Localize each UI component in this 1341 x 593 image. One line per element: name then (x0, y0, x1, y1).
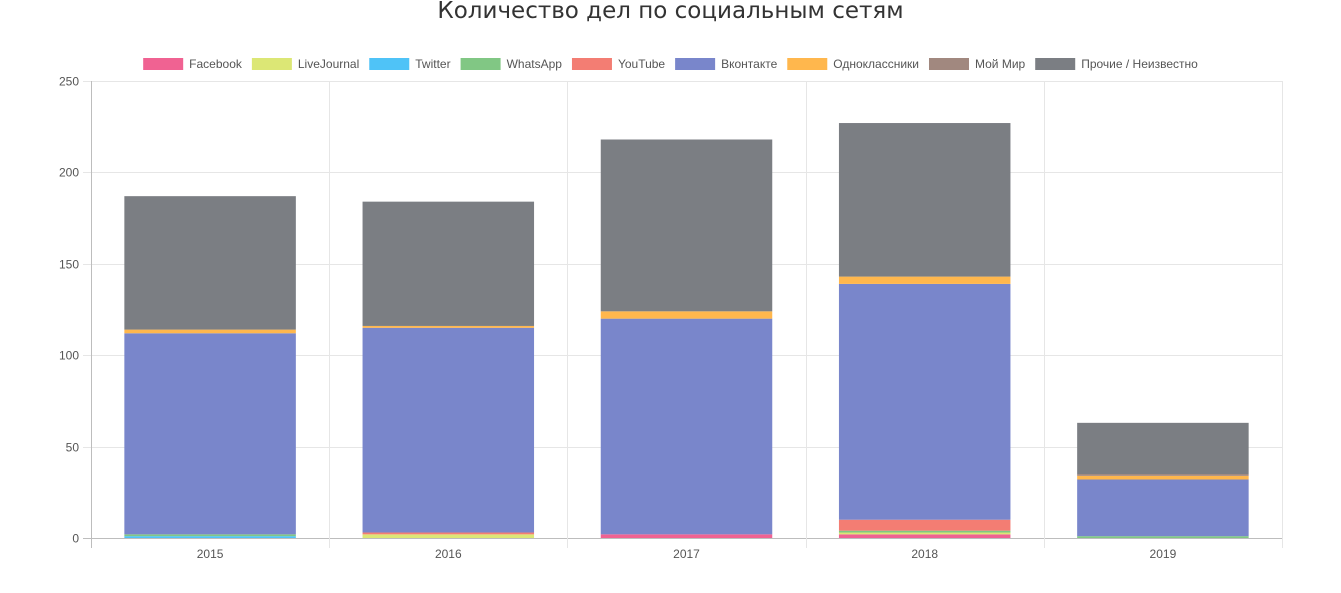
bar-segment-Facebook-2017[interactable] (600, 534, 773, 538)
y-tick-label: 100 (59, 349, 79, 363)
legend-label: WhatsApp (507, 57, 563, 71)
chart-title: Количество дел по социальным сетям (437, 0, 904, 24)
y-tick-label: 0 (72, 532, 79, 546)
bar-segment-Одноклассники-2016[interactable] (362, 325, 535, 328)
x-tick-label: 2016 (435, 547, 462, 561)
legend-item-YouTube[interactable]: YouTube (571, 57, 665, 71)
bar-segment-Вконтакте-2016[interactable] (362, 327, 535, 533)
legend-label: Twitter (415, 57, 450, 71)
legend-swatch (369, 58, 410, 70)
bar-segment-Прочие / Неизвестно-2017[interactable] (600, 139, 773, 312)
bar-segment-WhatsApp-2018[interactable] (838, 530, 1011, 533)
legend-item-Вконтакте[interactable]: Вконтакте (675, 57, 778, 71)
legend-item-Facebook[interactable]: Facebook (143, 57, 243, 71)
bar-segment-WhatsApp-2015[interactable] (124, 534, 296, 537)
bar-segment-YouTube-2018[interactable] (838, 519, 1011, 531)
legend-swatch (787, 58, 828, 70)
bar-segment-Вконтакте-2017[interactable] (600, 318, 773, 535)
bar-segment-LiveJournal-2016[interactable] (362, 534, 535, 538)
bar-segment-Facebook-2018[interactable] (838, 534, 1011, 538)
bar-segment-YouTube-2016[interactable] (362, 532, 535, 535)
bar-segment-WhatsApp-2019[interactable] (1077, 536, 1249, 538)
legend-item-Одноклассники[interactable]: Одноклассники (787, 57, 919, 71)
bar-segment-Одноклассники-2018[interactable] (838, 276, 1011, 284)
y-tick-label: 200 (59, 166, 79, 180)
legend-label: Прочие / Неизвестно (1081, 57, 1198, 71)
legend-swatch (928, 58, 969, 70)
legend-label: Вконтакте (721, 57, 777, 71)
legend-item-Twitter[interactable]: Twitter (369, 57, 451, 71)
x-tick-label: 2017 (673, 547, 700, 561)
y-tick-label: 250 (59, 75, 79, 89)
legend-item-LiveJournal[interactable]: LiveJournal (251, 57, 359, 71)
bar-segment-Twitter-2015[interactable] (124, 536, 296, 538)
x-tick-label: 2019 (1150, 547, 1177, 561)
y-tick-label: 50 (66, 441, 80, 455)
bar-segment-Прочие / Неизвестно-2019[interactable] (1077, 422, 1249, 475)
bar-segment-Прочие / Неизвестно-2018[interactable] (838, 123, 1011, 277)
legend-item-WhatsApp[interactable]: WhatsApp (460, 57, 563, 71)
legend-swatch (675, 58, 716, 70)
bar-segment-Вконтакте-2018[interactable] (838, 283, 1011, 520)
bar-segment-Вконтакте-2015[interactable] (124, 333, 296, 535)
bar-segment-Прочие / Неизвестно-2016[interactable] (362, 201, 535, 326)
legend-item-Прочие / Неизвестно[interactable]: Прочие / Неизвестно (1035, 57, 1198, 71)
legend-swatch (251, 58, 292, 70)
bar-segment-Прочие / Неизвестно-2015[interactable] (124, 196, 296, 330)
bar-segment-Мой Мир-2019[interactable] (1077, 474, 1249, 476)
legend: Facebook LiveJournal Twitter WhatsApp YouTub… (143, 57, 1198, 71)
legend-swatch (571, 58, 612, 70)
legend-swatch (1035, 58, 1076, 70)
bar-segment-LiveJournal-2018[interactable] (838, 532, 1011, 535)
axes: 0 50 100 150 200 250 2015 2016 2017 2018 2019 (59, 75, 1177, 562)
legend-swatch (460, 58, 501, 70)
legend-swatch (143, 58, 184, 70)
legend-label: Одноклассники (833, 57, 919, 71)
x-tick-label: 2018 (911, 547, 938, 561)
legend-label: Мой Мир (975, 57, 1026, 71)
x-tick-label: 2015 (197, 547, 224, 561)
legend-item-Мой Мир[interactable]: Мой Мир (928, 57, 1026, 71)
bar-segment-Одноклассники-2017[interactable] (600, 311, 773, 319)
bar-segment-Одноклассники-2019[interactable] (1077, 475, 1249, 480)
legend-label: Facebook (189, 57, 243, 71)
y-tick-label: 150 (59, 258, 79, 272)
bars (124, 123, 1249, 538)
legend-label: LiveJournal (298, 57, 359, 71)
bar-segment-Вконтакте-2019[interactable] (1077, 479, 1249, 537)
bar-segment-Одноклассники-2015[interactable] (124, 329, 296, 334)
legend-label: YouTube (618, 57, 665, 71)
